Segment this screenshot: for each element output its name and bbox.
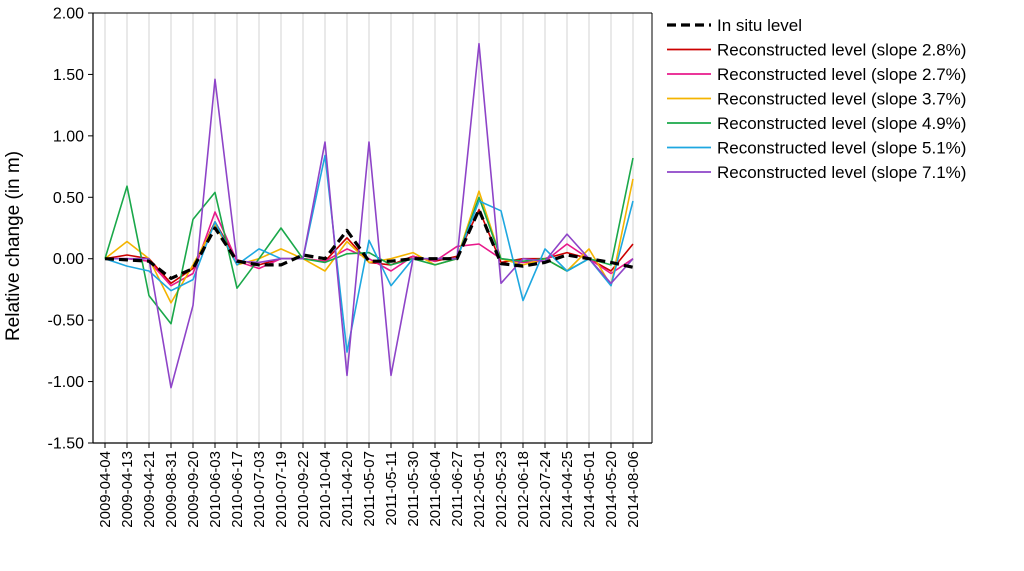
- x-tick-label: 2010-07-19: [273, 451, 290, 528]
- x-tick-label: 2011-04-20: [339, 451, 356, 527]
- y-tick-label: 1.00: [53, 128, 84, 145]
- x-tick-label: 2011-06-04: [427, 451, 444, 527]
- y-tick-label: -0.50: [48, 313, 85, 330]
- grid: [104, 13, 634, 443]
- y-axis-label: Relative change (in m): [3, 151, 24, 341]
- x-tick-label: 2009-04-04: [97, 451, 114, 528]
- x-tick-label: 2014-08-06: [625, 451, 642, 528]
- x-tick-label: 2009-04-21: [141, 451, 158, 528]
- x-tick-label: 2012-06-18: [515, 451, 532, 528]
- y-tick-label: -1.50: [48, 436, 85, 453]
- series-line: [104, 208, 634, 280]
- x-tick-label: 2009-04-13: [119, 451, 136, 528]
- legend-label: Reconstructed level (slope 2.7%): [717, 65, 966, 84]
- legend-label: Reconstructed level (slope 3.7%): [717, 90, 966, 109]
- tick-labels: -1.50 -1.00 -0.50 0.00 0.50 1.00 1.50 2.00 2009-…: [48, 6, 642, 528]
- x-tick-label: 2011-06-27: [449, 451, 466, 527]
- y-tick-label: 0.00: [53, 251, 84, 268]
- series-line: [104, 157, 634, 325]
- axes: [88, 12, 653, 448]
- x-tick-label: 2012-05-23: [493, 451, 510, 528]
- x-tick-label: 2011-05-30: [405, 451, 422, 527]
- x-tick-label: 2014-05-01: [581, 451, 598, 528]
- x-tick-label: 2011-05-11: [383, 451, 400, 526]
- legend-label: Reconstructed level (slope 5.1%): [717, 139, 966, 158]
- x-tick-label: 2009-08-31: [163, 451, 180, 528]
- y-tick-label: 1.50: [53, 67, 84, 84]
- y-tick-label: -1.00: [48, 374, 85, 391]
- x-tick-label: 2014-05-20: [603, 451, 620, 528]
- x-tick-label: 2012-07-24: [537, 451, 554, 528]
- x-tick-label: 2012-05-01: [471, 451, 488, 528]
- x-tick-label: 2010-09-22: [295, 451, 312, 528]
- x-tick-label: 2010-07-03: [251, 451, 268, 528]
- legend-label: Reconstructed level (slope 7.1%): [717, 163, 966, 182]
- y-tick-label: 2.00: [53, 6, 84, 23]
- x-tick-label: 2011-05-07: [361, 451, 378, 527]
- x-tick-label: 2010-10-04: [317, 451, 334, 528]
- series-line: [104, 154, 634, 353]
- legend-label: Reconstructed level (slope 2.8%): [717, 41, 966, 60]
- x-tick-label: 2010-06-03: [207, 451, 224, 528]
- legend: In situ level Reconstructed level (slope …: [667, 16, 966, 182]
- x-tick-label: 2014-04-25: [559, 451, 576, 528]
- y-tick-label: 0.50: [53, 190, 84, 207]
- x-tick-label: 2010-06-17: [229, 451, 246, 528]
- legend-label: In situ level: [717, 16, 802, 35]
- legend-label: Reconstructed level (slope 4.9%): [717, 114, 966, 133]
- x-tick-label: 2009-09-20: [185, 451, 202, 528]
- series-lines: [104, 42, 634, 389]
